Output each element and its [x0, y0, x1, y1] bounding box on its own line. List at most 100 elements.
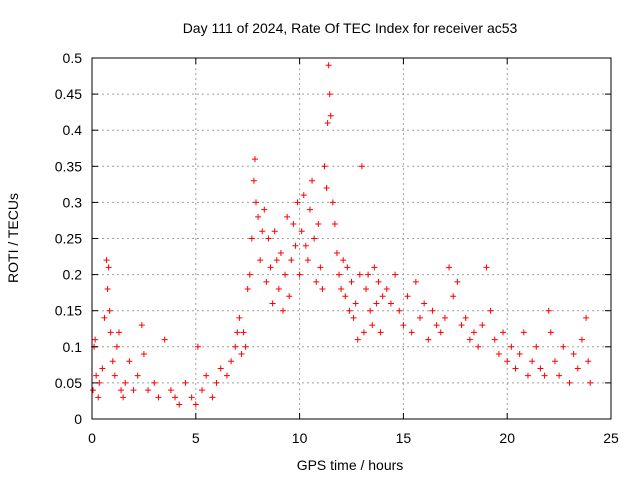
y-tick-label: 0.45 [55, 86, 82, 102]
data-point [470, 329, 477, 336]
data-point [253, 199, 260, 206]
data-point [383, 286, 390, 293]
data-point [130, 387, 137, 394]
data-point [304, 257, 311, 264]
data-point [421, 300, 428, 307]
data-point [425, 336, 432, 343]
chart-title: Day 111 of 2024, Rate Of TEC Index for r… [183, 20, 518, 36]
data-point [192, 401, 199, 408]
data-point [387, 300, 394, 307]
y-tick-label: 0.15 [55, 303, 82, 319]
data-point [437, 329, 444, 336]
data-point [259, 228, 266, 235]
data-point [360, 329, 367, 336]
data-point [167, 387, 174, 394]
data-point [199, 387, 206, 394]
data-point [217, 365, 224, 372]
data-point [375, 278, 382, 285]
data-point [400, 322, 407, 329]
data-point [560, 343, 567, 350]
data-point [500, 329, 507, 336]
data-point [371, 264, 378, 271]
data-point [134, 372, 141, 379]
data-point [323, 184, 330, 191]
data-point [298, 228, 305, 235]
data-point [296, 271, 303, 278]
data-point [309, 177, 316, 184]
data-point [188, 394, 195, 401]
data-point [306, 206, 313, 213]
y-tick-label: 0.2 [63, 267, 83, 283]
y-tick-label: 0.1 [63, 339, 83, 355]
data-point [487, 307, 494, 314]
data-point [232, 343, 239, 350]
data-point [107, 329, 114, 336]
data-point [373, 300, 380, 307]
data-point [290, 221, 297, 228]
data-point [333, 249, 340, 256]
x-axis-ticks: 0 5 10 15 20 25 [88, 58, 619, 446]
data-point [342, 293, 349, 300]
data-point [392, 271, 399, 278]
data-point [251, 156, 258, 163]
data-point [541, 372, 548, 379]
x-tick-label: 20 [499, 430, 515, 446]
data-point [326, 91, 333, 98]
data-point [338, 286, 345, 293]
data-point [441, 314, 448, 321]
data-point [348, 278, 355, 285]
data-point [556, 372, 563, 379]
data-point [325, 62, 332, 69]
x-tick-label: 25 [603, 430, 619, 446]
data-point [240, 329, 247, 336]
data-point [396, 307, 403, 314]
data-point [238, 351, 245, 358]
data-point [111, 372, 118, 379]
data-point [578, 336, 585, 343]
data-point [479, 322, 486, 329]
data-point [269, 300, 276, 307]
data-point [547, 329, 554, 336]
data-point [462, 314, 469, 321]
data-point [329, 199, 336, 206]
data-point [138, 322, 145, 329]
data-point [336, 271, 343, 278]
data-point [120, 394, 127, 401]
data-point [446, 264, 453, 271]
y-tick-label: 0.4 [63, 122, 83, 138]
data-point [537, 365, 544, 372]
data-point [109, 358, 116, 365]
data-point [145, 387, 152, 394]
data-point [585, 358, 592, 365]
data-point [271, 228, 278, 235]
data-point [566, 379, 573, 386]
data-point [327, 112, 334, 119]
data-point [194, 343, 201, 350]
data-point [352, 300, 359, 307]
data-point [172, 394, 179, 401]
data-point [379, 293, 386, 300]
grid-lines [92, 58, 611, 419]
data-point [412, 278, 419, 285]
y-tick-label: 0.5 [63, 50, 83, 66]
data-point [404, 293, 411, 300]
y-tick-label: 0.05 [55, 375, 82, 391]
data-point [429, 307, 436, 314]
data-point [504, 358, 511, 365]
data-point [508, 343, 515, 350]
data-point [587, 379, 594, 386]
data-point [126, 358, 133, 365]
data-point [324, 119, 331, 126]
data-point [292, 242, 299, 249]
data-point [346, 307, 353, 314]
data-point [286, 293, 293, 300]
data-point [103, 257, 110, 264]
data-point [365, 271, 372, 278]
data-point [433, 322, 440, 329]
data-point [95, 394, 102, 401]
data-point [261, 206, 268, 213]
x-tick-label: 15 [396, 430, 412, 446]
data-point [454, 278, 461, 285]
data-point [354, 336, 361, 343]
